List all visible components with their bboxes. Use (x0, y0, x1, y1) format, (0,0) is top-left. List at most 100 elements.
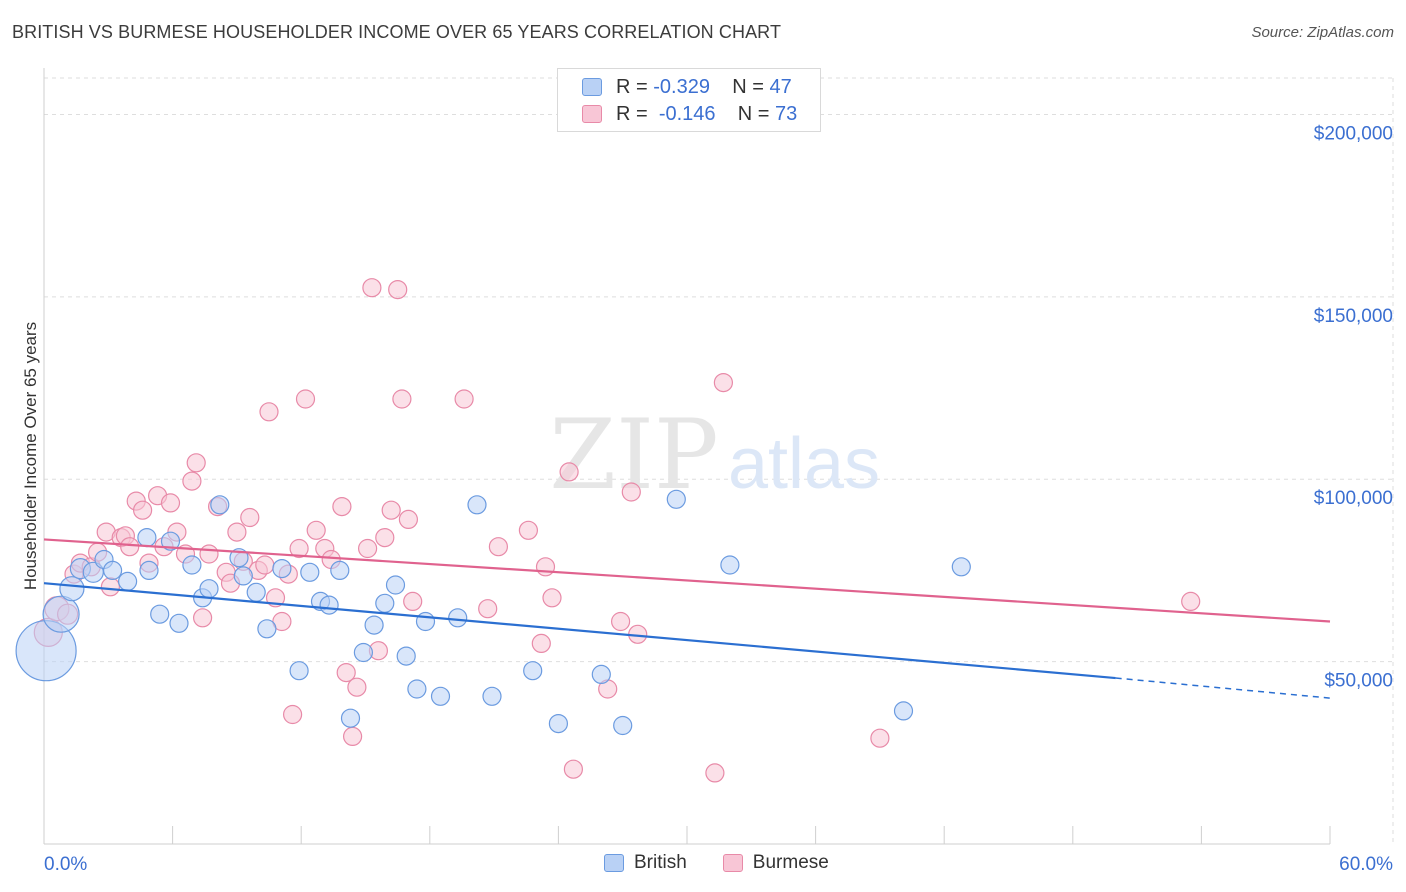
burmese-point (100, 577, 121, 597)
british-point (415, 611, 436, 632)
british-point (257, 619, 277, 639)
burmese-point (478, 599, 498, 619)
burmese-point (531, 633, 551, 654)
british-r-label: R = (616, 75, 648, 98)
british-legend-swatch (604, 854, 624, 872)
british-point (951, 557, 971, 577)
british-trend-line (43, 582, 1116, 680)
correlation-legend: R = -0.329 N = 47 R = -0.146 N = 73 (557, 68, 821, 132)
burmese-r-label: R = (616, 102, 648, 125)
trend-lines (43, 538, 1331, 699)
series-legend: British Burmese (604, 852, 865, 874)
legend-row-british: R = -0.329 N = 47 (582, 75, 792, 99)
burmese-n-label: N = (737, 102, 770, 125)
burmese-point (336, 662, 356, 683)
british-n-value: 47 (769, 75, 792, 98)
british-swatch (582, 78, 602, 96)
burmese-point (705, 763, 725, 783)
chart-title: BRITISH VS BURMESE HOUSEHOLDER INCOME OV… (12, 22, 782, 42)
british-point (720, 555, 740, 575)
x-tick-label: 60.0% (1339, 854, 1393, 875)
legend-item-british[interactable]: British (604, 852, 687, 874)
british-point (139, 560, 159, 581)
burmese-trend-line (43, 538, 1331, 623)
burmese-n-value: 73 (775, 102, 798, 125)
british-point (169, 613, 189, 633)
burmese-point (182, 471, 202, 491)
british-point (246, 582, 266, 602)
burmese-point (358, 538, 378, 559)
watermark-atlas: atlas (728, 424, 880, 504)
burmese-point (120, 537, 140, 557)
burmese-point (255, 555, 275, 575)
burmese-point (870, 728, 890, 748)
burmese-point (488, 537, 508, 557)
british-point (289, 661, 309, 681)
burmese-point (610, 611, 631, 632)
burmese-point (403, 591, 423, 612)
british-point (59, 576, 85, 602)
british-point (117, 571, 138, 592)
british-point (396, 646, 416, 666)
burmese-point (518, 520, 539, 540)
british-legend-label: British (634, 852, 687, 873)
british-point (272, 558, 292, 579)
british-point (613, 715, 633, 736)
y-tick-label: $50,000 (1324, 671, 1393, 692)
burmese-swatch (582, 105, 602, 123)
burmese-r-value: -0.146 (658, 102, 716, 125)
british-point (364, 615, 384, 635)
legend-item-burmese[interactable]: Burmese (722, 852, 829, 874)
british-point (448, 608, 468, 628)
watermark: ZIP atlas (549, 399, 880, 511)
burmese-point (283, 704, 303, 725)
burmese-point (160, 493, 181, 513)
british-point (523, 661, 543, 681)
burmese-point (259, 402, 279, 422)
burmese-point (392, 389, 412, 409)
burmese-point (227, 522, 247, 542)
british-point (42, 595, 80, 633)
british-point (160, 531, 181, 551)
burmese-point (563, 759, 584, 779)
british-trend-extension (1115, 677, 1331, 699)
british-point (666, 489, 686, 509)
burmese-point (398, 509, 418, 530)
grid-lines (44, 77, 1395, 844)
burmese-point (559, 462, 579, 482)
burmese-point (713, 373, 734, 393)
burmese-point (306, 520, 326, 540)
burmese-point (186, 453, 206, 473)
british-point (210, 495, 230, 515)
burmese-point (388, 280, 408, 300)
burmese-point (332, 497, 352, 517)
british-point (102, 560, 123, 581)
burmese-point (535, 557, 556, 577)
british-n-label: N = (732, 75, 764, 98)
british-points (15, 489, 971, 736)
british-point (893, 701, 914, 721)
source-credit: Source: ZipAtlas.com (1251, 24, 1394, 41)
british-point (375, 593, 395, 613)
burmese-point (347, 677, 367, 697)
british-point (467, 495, 487, 515)
burmese-point (621, 482, 641, 502)
british-point (300, 562, 320, 582)
burmese-point (295, 389, 316, 409)
british-r-value: -0.329 (653, 75, 710, 98)
british-point (182, 555, 202, 575)
tick-labels: $50,000 $100,000 $150,000 $200,000 0.0% 60.0% (44, 123, 1393, 875)
burmese-point (289, 538, 309, 559)
burmese-legend-label: Burmese (752, 852, 829, 873)
british-point (340, 708, 361, 728)
british-point (233, 566, 253, 586)
burmese-points (33, 278, 1201, 783)
burmese-point (362, 278, 382, 298)
burmese-point (343, 726, 363, 747)
burmese-legend-swatch (722, 854, 743, 872)
burmese-point (454, 389, 474, 409)
burmese-point (240, 507, 260, 528)
legend-row-burmese: R = -0.146 N = 73 (582, 102, 797, 126)
british-point (150, 604, 170, 624)
british-point (548, 713, 569, 734)
